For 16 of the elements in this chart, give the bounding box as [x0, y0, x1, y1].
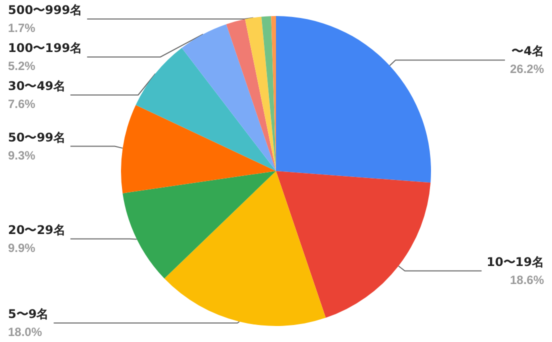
slice-label: 30〜49名: [8, 79, 66, 93]
data-label: 9.3%: [8, 148, 36, 162]
data-label: 7.6%: [8, 97, 36, 111]
slice-label: 〜4名: [512, 44, 544, 58]
data-label: 26.2%: [510, 62, 544, 76]
slice-label: 10〜19名: [486, 254, 544, 269]
data-label: 18.6%: [510, 272, 544, 287]
data-label: 18.0%: [8, 325, 42, 339]
slice-label: 5〜9名: [8, 307, 49, 321]
slice-label: 500〜999名: [8, 3, 82, 17]
data-label: 1.7%: [8, 21, 36, 35]
data-label: 9.9%: [8, 240, 36, 255]
data-label: 5.2%: [8, 59, 36, 73]
slice-label: 50〜99名: [8, 130, 66, 144]
slice-label: 100〜199名: [8, 41, 82, 55]
slice-label: 20〜29名: [8, 222, 66, 237]
